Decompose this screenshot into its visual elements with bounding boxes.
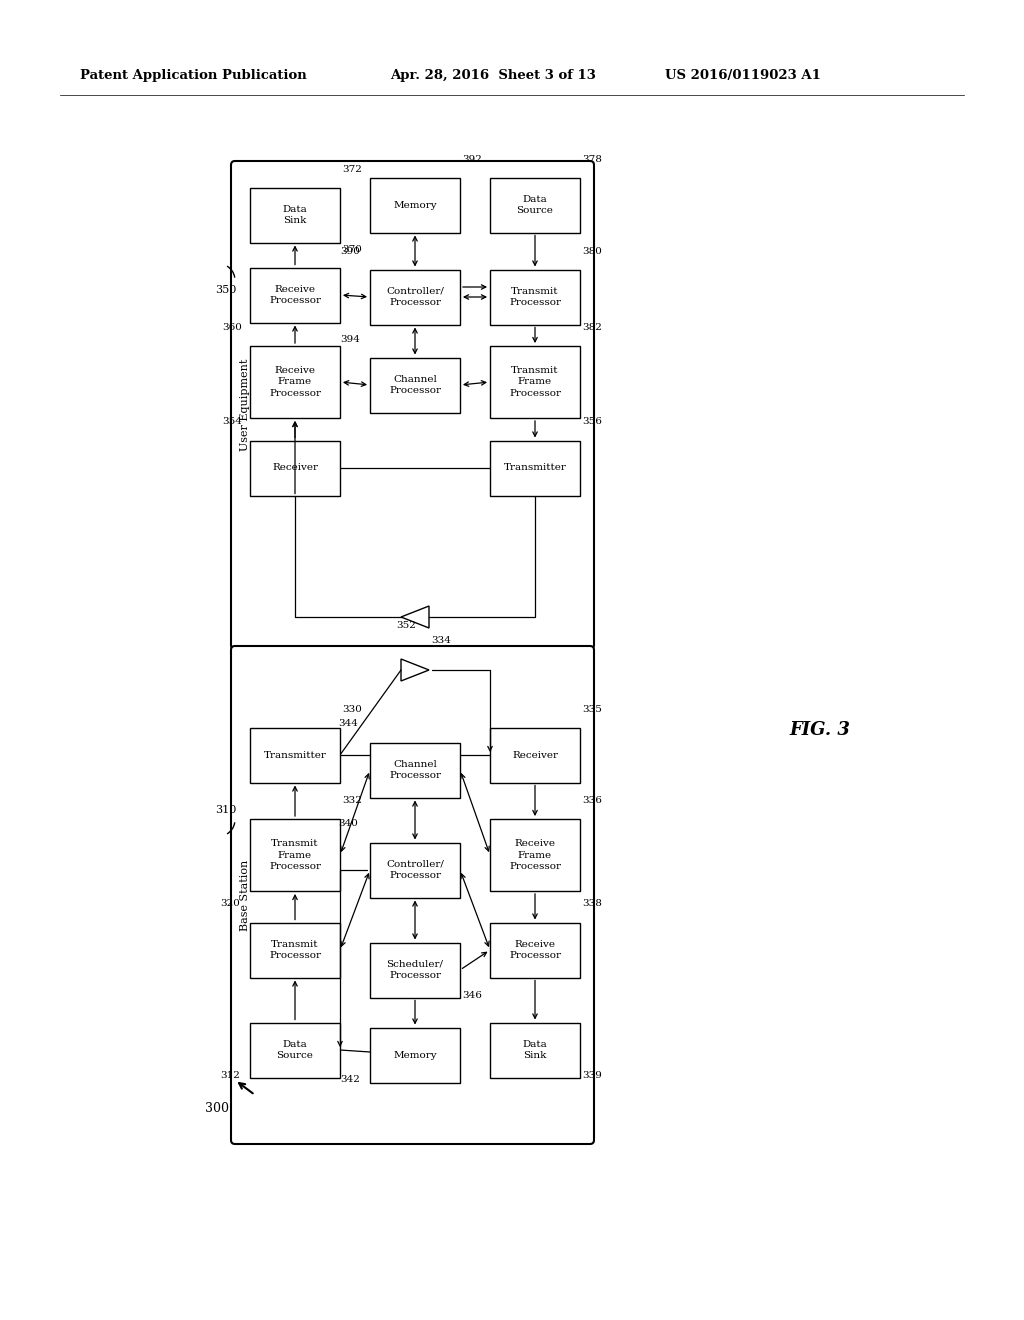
Text: 352: 352 bbox=[396, 620, 416, 630]
Text: Transmit
Frame
Processor: Transmit Frame Processor bbox=[509, 367, 561, 397]
Text: 354: 354 bbox=[222, 417, 242, 426]
Text: User Equipment: User Equipment bbox=[240, 359, 250, 451]
Text: 360: 360 bbox=[222, 323, 242, 333]
Text: 310: 310 bbox=[215, 805, 237, 814]
Text: Receiver: Receiver bbox=[272, 463, 318, 473]
Text: Receiver: Receiver bbox=[512, 751, 558, 759]
FancyBboxPatch shape bbox=[250, 923, 340, 978]
Text: Transmit
Processor: Transmit Processor bbox=[269, 940, 321, 960]
Text: Data
Source: Data Source bbox=[276, 1040, 313, 1060]
Text: 339: 339 bbox=[582, 1071, 602, 1080]
FancyBboxPatch shape bbox=[250, 268, 340, 322]
Text: Data
Sink: Data Sink bbox=[522, 1040, 548, 1060]
Text: 344: 344 bbox=[338, 719, 357, 729]
Text: Data
Source: Data Source bbox=[516, 195, 553, 215]
Text: 356: 356 bbox=[582, 417, 602, 426]
FancyBboxPatch shape bbox=[370, 942, 460, 998]
Text: 390: 390 bbox=[340, 247, 359, 256]
FancyBboxPatch shape bbox=[370, 742, 460, 797]
Text: Patent Application Publication: Patent Application Publication bbox=[80, 69, 307, 82]
FancyBboxPatch shape bbox=[231, 161, 594, 649]
FancyBboxPatch shape bbox=[250, 727, 340, 783]
Text: Data
Sink: Data Sink bbox=[283, 205, 307, 224]
Text: Controller/
Processor: Controller/ Processor bbox=[386, 286, 444, 308]
Text: 332: 332 bbox=[342, 796, 361, 805]
Text: 346: 346 bbox=[462, 990, 482, 999]
Text: Base Station: Base Station bbox=[240, 859, 250, 931]
Text: Receive
Frame
Processor: Receive Frame Processor bbox=[509, 840, 561, 871]
Text: Transmit
Frame
Processor: Transmit Frame Processor bbox=[269, 840, 321, 871]
Text: 330: 330 bbox=[342, 705, 361, 714]
FancyBboxPatch shape bbox=[490, 346, 580, 418]
FancyBboxPatch shape bbox=[370, 269, 460, 325]
FancyBboxPatch shape bbox=[370, 1027, 460, 1082]
FancyBboxPatch shape bbox=[490, 923, 580, 978]
Text: 338: 338 bbox=[582, 899, 602, 908]
FancyBboxPatch shape bbox=[490, 441, 580, 495]
FancyBboxPatch shape bbox=[250, 1023, 340, 1077]
Text: Controller/
Processor: Controller/ Processor bbox=[386, 859, 444, 880]
Text: US 2016/0119023 A1: US 2016/0119023 A1 bbox=[665, 69, 821, 82]
Text: 320: 320 bbox=[220, 899, 240, 908]
FancyBboxPatch shape bbox=[250, 441, 340, 495]
Text: Receive
Processor: Receive Processor bbox=[269, 285, 321, 305]
FancyBboxPatch shape bbox=[370, 358, 460, 412]
Text: 300: 300 bbox=[205, 1102, 229, 1115]
Text: 336: 336 bbox=[582, 796, 602, 805]
Text: 372: 372 bbox=[342, 165, 361, 173]
Text: 382: 382 bbox=[582, 323, 602, 333]
FancyBboxPatch shape bbox=[490, 177, 580, 232]
FancyBboxPatch shape bbox=[250, 818, 340, 891]
Text: 312: 312 bbox=[220, 1071, 240, 1080]
FancyBboxPatch shape bbox=[490, 727, 580, 783]
FancyBboxPatch shape bbox=[490, 269, 580, 325]
Text: Transmitter: Transmitter bbox=[263, 751, 327, 759]
FancyBboxPatch shape bbox=[490, 818, 580, 891]
Text: 378: 378 bbox=[582, 154, 602, 164]
Text: Transmit
Processor: Transmit Processor bbox=[509, 286, 561, 308]
Text: 392: 392 bbox=[462, 154, 482, 164]
Text: 380: 380 bbox=[582, 247, 602, 256]
Text: 350: 350 bbox=[215, 285, 237, 294]
FancyBboxPatch shape bbox=[370, 177, 460, 232]
Text: Receive
Processor: Receive Processor bbox=[509, 940, 561, 960]
Text: Channel
Processor: Channel Processor bbox=[389, 375, 441, 395]
FancyBboxPatch shape bbox=[490, 1023, 580, 1077]
Text: Memory: Memory bbox=[393, 201, 437, 210]
Text: Transmitter: Transmitter bbox=[504, 463, 566, 473]
Text: Apr. 28, 2016  Sheet 3 of 13: Apr. 28, 2016 Sheet 3 of 13 bbox=[390, 69, 596, 82]
Text: 334: 334 bbox=[431, 636, 451, 645]
FancyBboxPatch shape bbox=[231, 645, 594, 1144]
Text: Memory: Memory bbox=[393, 1051, 437, 1060]
Text: 340: 340 bbox=[338, 820, 357, 829]
Text: 370: 370 bbox=[342, 244, 361, 253]
Text: 335: 335 bbox=[582, 705, 602, 714]
Text: Channel
Processor: Channel Processor bbox=[389, 760, 441, 780]
Text: Scheduler/
Processor: Scheduler/ Processor bbox=[386, 960, 443, 979]
Text: Receive
Frame
Processor: Receive Frame Processor bbox=[269, 367, 321, 397]
Text: 394: 394 bbox=[340, 334, 359, 343]
Text: FIG. 3: FIG. 3 bbox=[790, 721, 851, 739]
Text: 342: 342 bbox=[340, 1076, 359, 1085]
FancyBboxPatch shape bbox=[250, 346, 340, 418]
FancyBboxPatch shape bbox=[250, 187, 340, 243]
FancyBboxPatch shape bbox=[370, 842, 460, 898]
